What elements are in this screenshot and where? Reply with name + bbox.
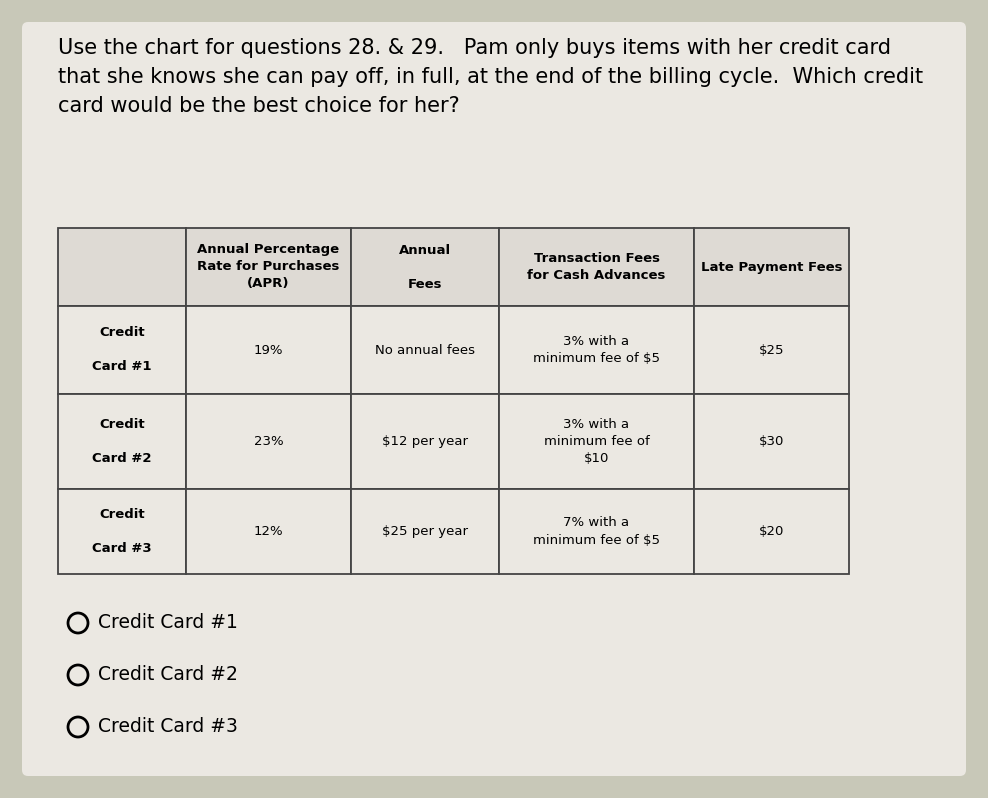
Bar [499,394,694,489]
Text: Credit

Card #3: Credit Card #3 [92,508,152,555]
Text: $12 per year: $12 per year [382,435,468,448]
Text: $30: $30 [759,435,784,448]
Text: Credit Card #2: Credit Card #2 [98,666,238,685]
Text: No annual fees: No annual fees [375,343,475,357]
Text: Credit Card #1: Credit Card #1 [98,614,238,633]
Bar [694,394,849,489]
Bar [186,228,351,306]
Text: 3% with a
minimum fee of $5: 3% with a minimum fee of $5 [533,335,660,365]
Bar [499,306,694,394]
Bar [694,489,849,574]
Text: 23%: 23% [254,435,284,448]
Text: Late Payment Fees: Late Payment Fees [700,260,842,274]
Text: $25: $25 [759,343,784,357]
Text: 19%: 19% [254,343,284,357]
Bar [186,394,351,489]
Text: 7% with a
minimum fee of $5: 7% with a minimum fee of $5 [533,516,660,547]
Text: Annual

Fees: Annual Fees [399,243,452,290]
Bar [694,306,849,394]
Text: Credit

Card #2: Credit Card #2 [92,418,152,465]
Bar [499,489,694,574]
Bar [58,489,186,574]
Bar [58,228,186,306]
Bar [694,228,849,306]
FancyBboxPatch shape [22,22,966,776]
Text: $20: $20 [759,525,784,538]
Bar [499,228,694,306]
Bar [351,306,499,394]
Bar [351,228,499,306]
Bar [186,489,351,574]
Text: Annual Percentage
Rate for Purchases
(APR): Annual Percentage Rate for Purchases (AP… [198,243,340,290]
Text: Credit Card #3: Credit Card #3 [98,717,238,737]
Text: $25 per year: $25 per year [382,525,468,538]
Text: 3% with a
minimum fee of
$10: 3% with a minimum fee of $10 [543,418,649,465]
Bar [186,306,351,394]
Bar [351,489,499,574]
Text: 12%: 12% [254,525,284,538]
Bar [58,394,186,489]
Text: Credit

Card #1: Credit Card #1 [92,326,152,373]
Text: Transaction Fees
for Cash Advances: Transaction Fees for Cash Advances [528,252,666,282]
Text: Use the chart for questions 28. & 29.   Pam only buys items with her credit card: Use the chart for questions 28. & 29. Pa… [58,38,923,116]
Bar [351,394,499,489]
Bar [58,306,186,394]
